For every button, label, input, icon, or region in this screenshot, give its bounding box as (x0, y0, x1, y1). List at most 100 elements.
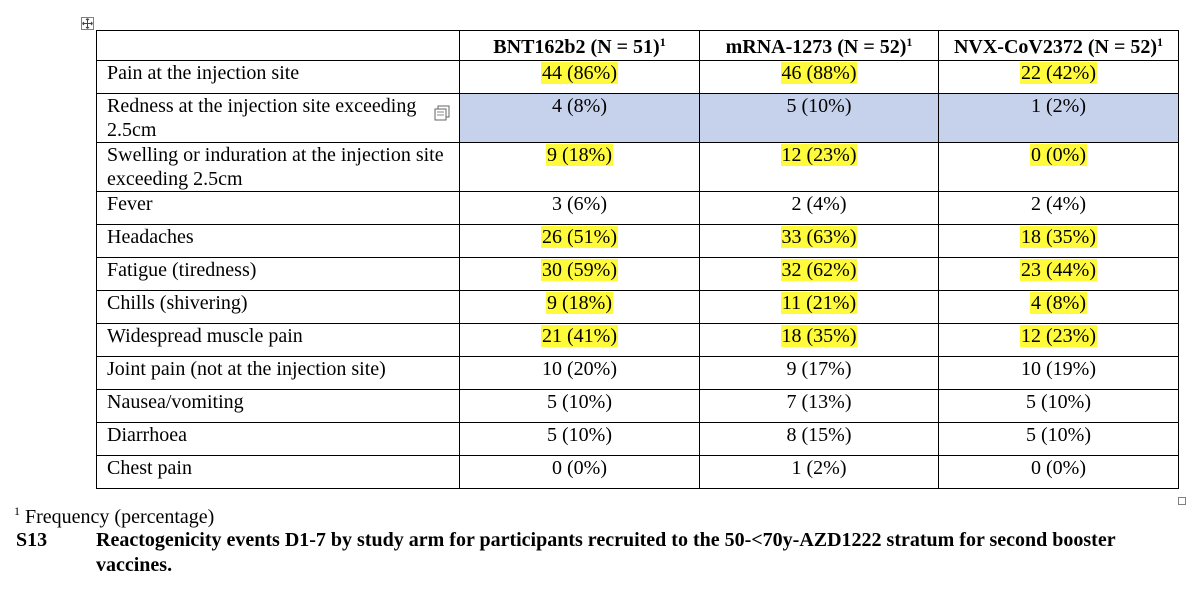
column-header: NVX-CoV2372 (N = 52)1 (938, 30, 1179, 61)
cell-value: 1 (2%) (1031, 95, 1086, 117)
table-cell: 5 (10%) (938, 389, 1179, 423)
cell-value: 1 (2%) (791, 457, 847, 479)
cell-value: 23 (44%) (1020, 259, 1097, 281)
table-row: Swelling or induration at the injection … (96, 142, 1179, 192)
cell-value: 0 (0%) (552, 457, 607, 479)
row-label: Fever (96, 191, 460, 225)
row-label: Nausea/vomiting (96, 389, 460, 423)
table-cell: 0 (0%) (938, 455, 1179, 489)
table-cell: 23 (44%) (938, 257, 1179, 291)
cell-value: 22 (42%) (1020, 62, 1097, 84)
table-row: Diarrhoea 5 (10%) 8 (15%) 5 (10%) (96, 422, 1179, 456)
table-cell: 12 (23%) (938, 323, 1179, 357)
table-cell: 26 (51%) (459, 224, 700, 258)
table-row: Redness at the injection site exceeding … (96, 93, 1179, 143)
row-label: Fatigue (tiredness) (96, 257, 460, 291)
cell-value: 0 (0%) (1030, 144, 1087, 166)
cell-value: 32 (62%) (780, 259, 858, 281)
cell-value: 5 (10%) (1026, 391, 1091, 413)
row-label: Diarrhoea (96, 422, 460, 456)
table-cell: 12 (23%) (699, 142, 939, 192)
table-cell: 9 (18%) (459, 290, 700, 324)
cell-options-icon[interactable] (433, 104, 451, 122)
table-row: Chills (shivering) 9 (18%) 11 (21%) 4 (8%) (96, 290, 1179, 324)
table-cell: 9 (17%) (699, 356, 939, 390)
reactogenicity-table: BNT162b2 (N = 51)1 mRNA-1273 (N = 52)1 N… (96, 30, 1179, 489)
table-row: Pain at the injection site 44 (86%) 46 (88… (96, 60, 1179, 94)
column-header: mRNA-1273 (N = 52)1 (699, 30, 939, 61)
header-empty-cell (96, 30, 460, 61)
table-cell: 0 (0%) (938, 142, 1179, 192)
table-cell: 18 (35%) (699, 323, 939, 357)
cell-value: 26 (51%) (541, 226, 618, 248)
cell-value: 2 (4%) (1031, 193, 1086, 215)
table-cell: 4 (8%) (938, 290, 1179, 324)
cell-value: 18 (35%) (780, 325, 858, 347)
table-cell: 11 (21%) (699, 290, 939, 324)
table-row: Widespread muscle pain 21 (41%) 18 (35%) 12… (96, 323, 1179, 357)
table-cell: 10 (20%) (459, 356, 700, 390)
table-cell: 22 (42%) (938, 60, 1179, 94)
table-cell: 5 (10%) (938, 422, 1179, 456)
row-label: Headaches (96, 224, 460, 258)
table-cell: 2 (4%) (938, 191, 1179, 225)
caption-number: S13 (16, 529, 48, 551)
cell-value: 46 (88%) (780, 62, 858, 84)
table-cell: 5 (10%) (699, 93, 939, 143)
cell-value: 11 (21%) (780, 292, 858, 314)
cell-value: 5 (10%) (1026, 424, 1091, 446)
row-label: Swelling or induration at the injection … (96, 142, 460, 192)
footnote: 1 Frequency (percentage) (14, 504, 215, 528)
table-move-handle-icon[interactable] (81, 17, 94, 30)
table-cell: 8 (15%) (699, 422, 939, 456)
table-cell: 10 (19%) (938, 356, 1179, 390)
caption-text: Reactogenicity events D1-7 by study arm … (96, 529, 1116, 576)
cell-value: 33 (63%) (780, 226, 858, 248)
table-resize-handle-icon[interactable] (1178, 497, 1186, 505)
row-label: Widespread muscle pain (96, 323, 460, 357)
cell-value: 12 (23%) (780, 144, 858, 166)
table-cell: 1 (2%) (938, 93, 1179, 143)
row-label: Joint pain (not at the injection site) (96, 356, 460, 390)
cell-value: 8 (15%) (786, 424, 852, 446)
row-label: Chills (shivering) (96, 290, 460, 324)
cell-value: 21 (41%) (541, 325, 618, 347)
cell-value: 7 (13%) (786, 391, 852, 413)
table-cell: 3 (6%) (459, 191, 700, 225)
cell-value: 5 (10%) (786, 95, 852, 117)
cell-value: 30 (59%) (541, 259, 618, 281)
table-caption: S13 Reactogenicity events D1-7 by study … (16, 528, 1186, 578)
cell-value: 9 (18%) (546, 292, 613, 314)
cell-value: 5 (10%) (547, 391, 612, 413)
table-row: Chest pain 0 (0%) 1 (2%) 0 (0%) (96, 455, 1179, 489)
cell-value: 10 (20%) (542, 358, 617, 380)
cell-value: 9 (18%) (546, 144, 613, 166)
cell-value: 4 (8%) (552, 95, 607, 117)
table-cell: 46 (88%) (699, 60, 939, 94)
table-cell: 7 (13%) (699, 389, 939, 423)
table-cell: 5 (10%) (459, 389, 700, 423)
cell-value: 12 (23%) (1020, 325, 1097, 347)
table-row: Headaches 26 (51%) 33 (63%) 18 (35%) (96, 224, 1179, 258)
cell-value: 10 (19%) (1021, 358, 1096, 380)
cell-value: 44 (86%) (541, 62, 618, 84)
table-cell: 18 (35%) (938, 224, 1179, 258)
cell-value: 18 (35%) (1020, 226, 1097, 248)
table-cell: 9 (18%) (459, 142, 700, 192)
cell-value: 9 (17%) (786, 358, 852, 380)
row-label: Redness at the injection site exceeding … (96, 93, 460, 143)
table-cell: 4 (8%) (459, 93, 700, 143)
column-header: BNT162b2 (N = 51)1 (459, 30, 700, 61)
table-cell: 0 (0%) (459, 455, 700, 489)
cell-value: 2 (4%) (791, 193, 847, 215)
table-cell: 44 (86%) (459, 60, 700, 94)
table-cell: 1 (2%) (699, 455, 939, 489)
cell-value: 4 (8%) (1030, 292, 1087, 314)
table-row: Nausea/vomiting 5 (10%) 7 (13%) 5 (10%) (96, 389, 1179, 423)
table-row: Fever 3 (6%) 2 (4%) 2 (4%) (96, 191, 1179, 225)
table-cell: 32 (62%) (699, 257, 939, 291)
table-cell: 33 (63%) (699, 224, 939, 258)
table-cell: 2 (4%) (699, 191, 939, 225)
table-row: Joint pain (not at the injection site) 10… (96, 356, 1179, 390)
cell-value: 3 (6%) (552, 193, 607, 215)
